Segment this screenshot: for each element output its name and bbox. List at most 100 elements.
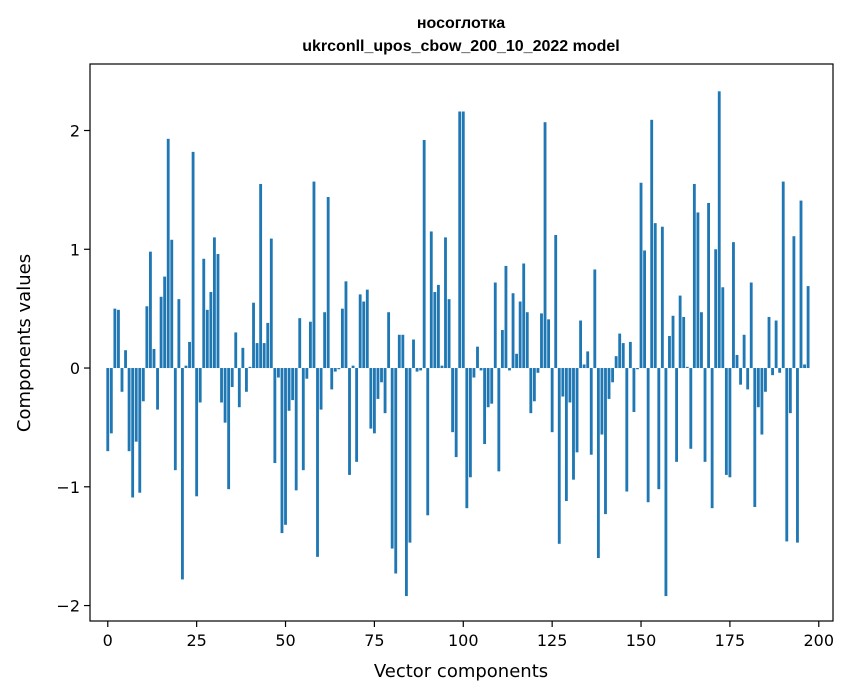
bar-8 (134, 368, 138, 442)
bar-91 (429, 231, 433, 369)
bar-83 (401, 334, 405, 369)
bar-1 (109, 368, 113, 434)
x-tick-label: 125 (537, 631, 568, 650)
bar-73 (365, 289, 369, 369)
bar-93 (436, 284, 440, 369)
bar-185 (764, 368, 767, 392)
bar-160 (675, 368, 678, 462)
bar-128 (561, 368, 565, 397)
bar-74 (369, 368, 373, 429)
bar-16 (163, 276, 167, 369)
bar-7 (131, 368, 135, 498)
bar-92 (433, 292, 437, 369)
bar-60 (319, 368, 323, 410)
bar-169 (707, 202, 710, 369)
bar-36 (234, 332, 238, 369)
y-tick-label: −2 (56, 597, 80, 616)
bar-111 (500, 330, 504, 369)
bar-102 (468, 368, 472, 478)
bar-163 (685, 366, 689, 369)
bar-38 (241, 347, 245, 369)
bar-192 (788, 368, 792, 414)
bar-184 (760, 368, 764, 435)
bar-126 (554, 235, 558, 369)
bar-79 (387, 312, 391, 369)
bar-164 (689, 368, 693, 449)
bar-182 (753, 368, 757, 507)
bar-193 (792, 236, 796, 369)
bar-14 (156, 368, 159, 410)
bar-173 (721, 287, 725, 369)
y-tick-label: 2 (70, 122, 80, 141)
bar-146 (625, 368, 629, 492)
bar-39 (245, 368, 248, 392)
bar-24 (191, 151, 195, 369)
bar-43 (259, 183, 263, 369)
bar-50 (284, 368, 287, 525)
bar-115 (515, 353, 519, 369)
x-tick-label: 75 (364, 631, 384, 650)
bar-97 (451, 368, 455, 433)
bar-72 (362, 301, 366, 369)
bar-165 (692, 183, 696, 369)
bar-82 (397, 334, 401, 369)
bar-62 (326, 197, 330, 369)
bar-144 (618, 333, 622, 369)
bar-22 (184, 365, 188, 369)
bar-125 (550, 368, 554, 433)
bar-20 (177, 299, 181, 369)
bar-190 (781, 181, 785, 369)
bar-119 (529, 368, 533, 414)
bar-78 (383, 368, 387, 414)
bar-123 (543, 122, 547, 369)
bar-149 (636, 368, 639, 370)
x-tick-label: 200 (804, 631, 835, 650)
bar-142 (611, 368, 615, 383)
bar-104 (476, 346, 479, 369)
bar-186 (767, 316, 771, 369)
bar-122 (540, 313, 543, 369)
x-axis-ticks: 0 25 50 75 100 125 150 175 200 (103, 621, 834, 650)
bar-34 (227, 368, 231, 490)
bar-52 (291, 368, 295, 401)
bar-121 (536, 368, 540, 373)
bar-103 (472, 368, 476, 378)
bar-157 (664, 368, 668, 597)
bar-171 (714, 249, 718, 369)
bar-80 (390, 368, 394, 549)
bar-75 (372, 368, 376, 434)
bar-57 (308, 321, 312, 369)
bar-26 (198, 368, 202, 403)
bar-158 (668, 335, 671, 369)
bar-11 (145, 306, 149, 369)
bar-61 (323, 312, 327, 369)
bar-138 (596, 368, 600, 559)
bar-194 (796, 368, 799, 543)
bar-90 (426, 368, 430, 516)
bar-188 (774, 320, 778, 369)
bar-48 (276, 368, 280, 378)
bar-178 (739, 368, 742, 385)
bar-64 (333, 368, 337, 372)
bar-162 (682, 316, 686, 369)
x-tick-label: 150 (626, 631, 657, 650)
bar-86 (412, 339, 415, 369)
bar-85 (408, 368, 412, 543)
chart-title: носоглотка (417, 15, 505, 32)
bar-153 (650, 119, 654, 369)
bar-152 (646, 368, 650, 503)
bar-65 (337, 368, 341, 370)
bar-89 (422, 140, 426, 369)
bar-67 (344, 281, 348, 369)
bar-series (106, 91, 810, 597)
bar-23 (188, 341, 191, 369)
bar-76 (376, 368, 380, 399)
bar-106 (483, 368, 487, 445)
bar-46 (269, 238, 273, 369)
bar-117 (522, 263, 526, 369)
bar-17 (166, 138, 170, 369)
bar-112 (504, 265, 508, 369)
plot-area-frame (89, 63, 834, 622)
bar-5 (124, 350, 127, 369)
bar-100 (461, 111, 465, 369)
